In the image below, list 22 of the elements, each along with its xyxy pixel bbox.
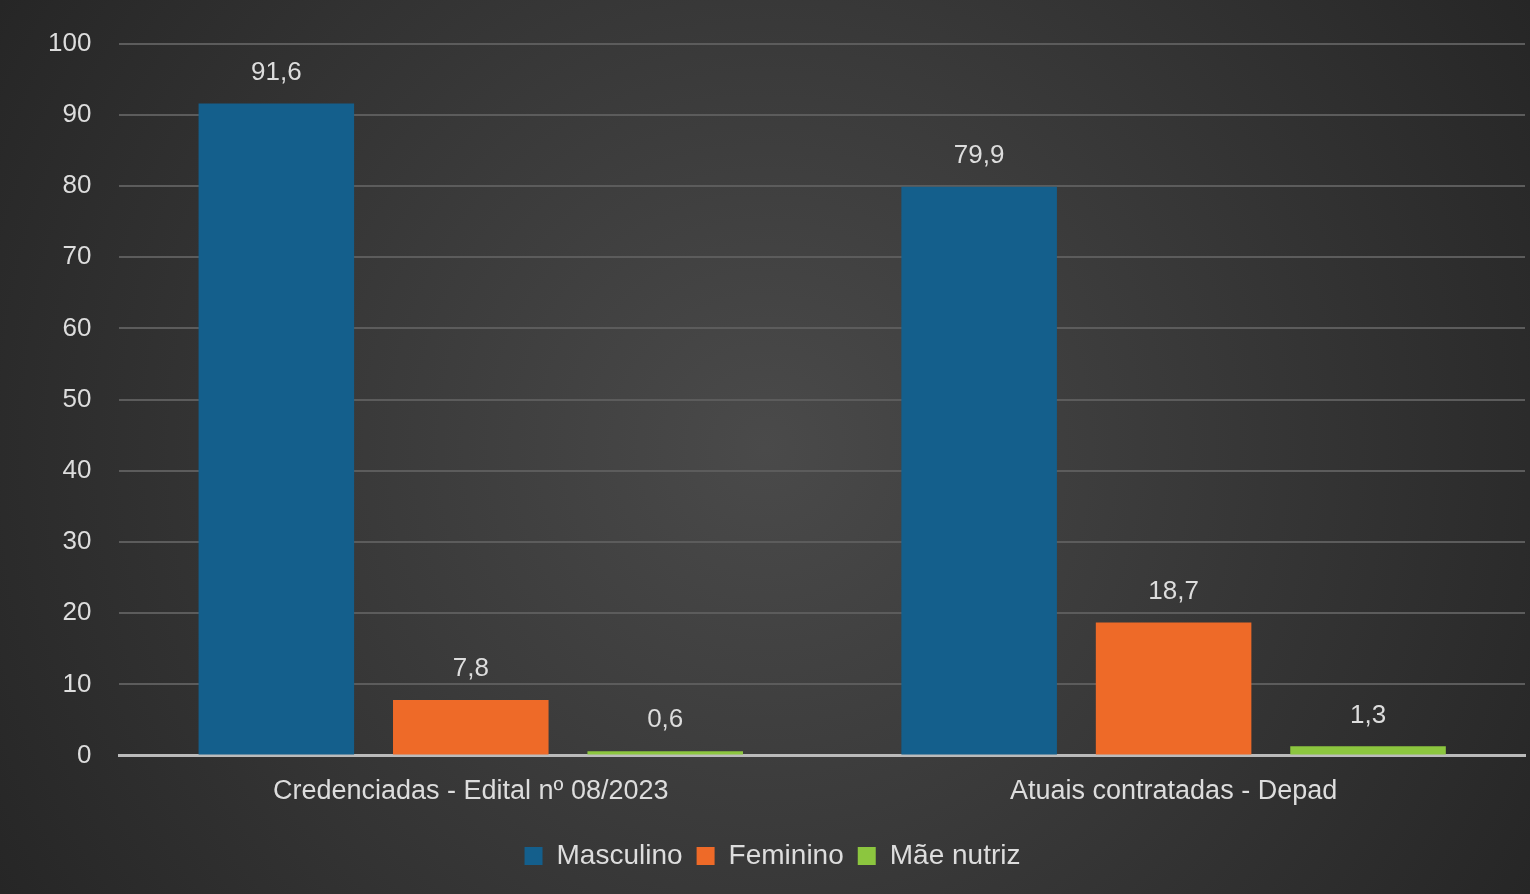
data-label: 18,7 (1148, 574, 1199, 605)
y-tick-label: 100 (47, 26, 92, 57)
legend-label: Mãe nutriz (889, 838, 1021, 870)
data-label: 1,3 (1349, 698, 1387, 729)
y-tick-label: 80 (62, 169, 92, 200)
y-tick-label: 40 (62, 453, 92, 484)
y-tick-label: 20 (62, 596, 92, 627)
y-tick-label: 50 (62, 382, 92, 413)
data-label: 7,8 (452, 652, 489, 683)
legend-label: Masculino (556, 838, 683, 870)
data-label: 91,6 (251, 55, 302, 86)
y-tick-label: 60 (62, 311, 92, 342)
x-tick-label: Atuais contratadas - Depad (1009, 775, 1338, 806)
data-label: 79,9 (953, 138, 1005, 169)
y-tick-label: 10 (62, 667, 92, 698)
data-label: 0,6 (647, 703, 684, 734)
y-tick-label: 90 (62, 97, 92, 128)
y-tick-label: 0 (76, 738, 92, 769)
y-tick-label: 70 (62, 240, 92, 271)
x-tick-label: Credenciadas - Edital nº 08/2023 (272, 775, 669, 806)
y-tick-label: 30 (62, 525, 92, 556)
legend-label: Feminino (728, 838, 844, 870)
